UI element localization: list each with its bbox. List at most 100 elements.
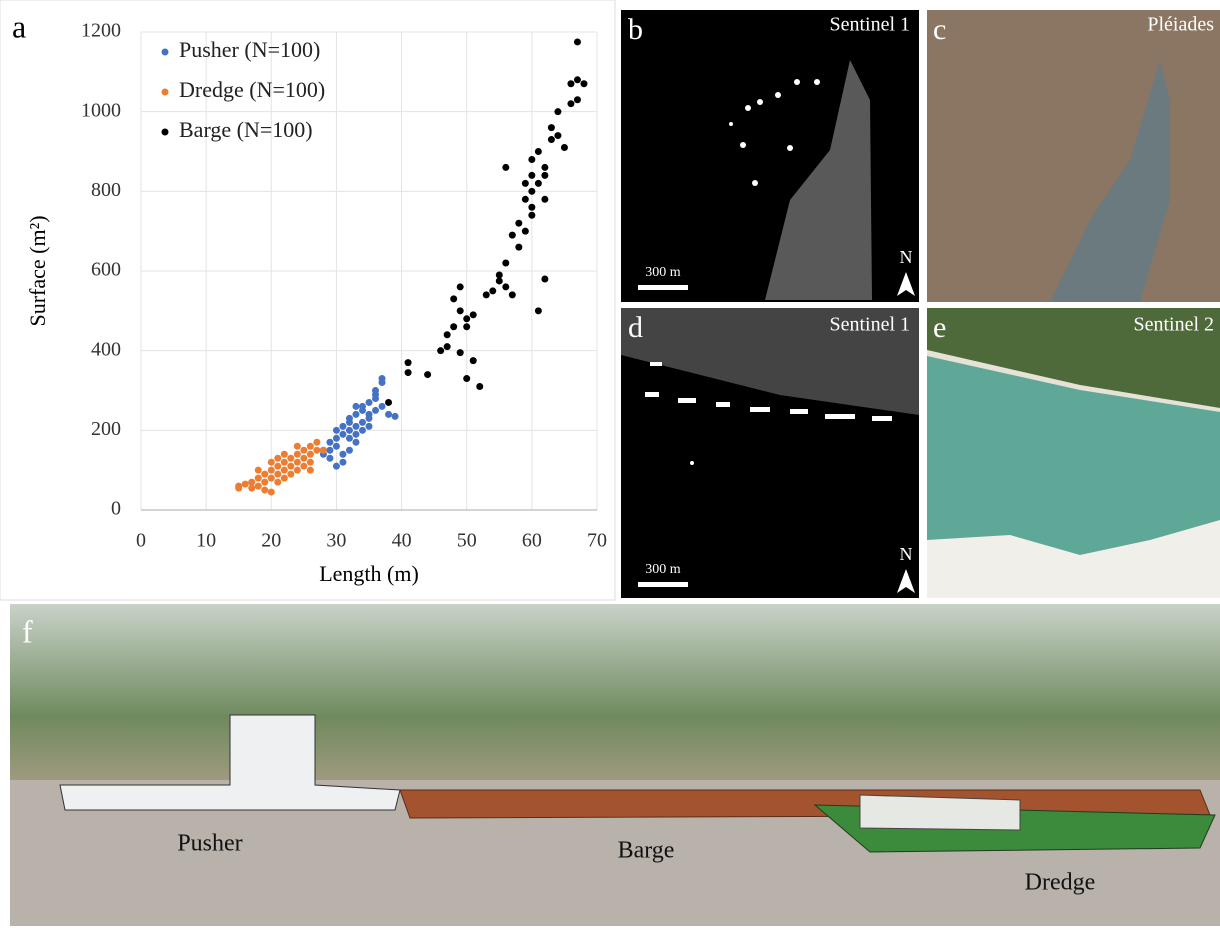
point [261,471,268,478]
point [574,76,581,83]
point [372,407,379,414]
point [320,447,327,454]
point [528,172,535,179]
point [574,38,581,45]
point [294,451,301,458]
point [339,431,346,438]
point [268,467,275,474]
point [326,455,333,462]
point [405,369,412,376]
point [574,96,581,103]
y-tick-label: 1200 [81,20,121,42]
figure: a 010203040506070020040060080010001200Pu… [0,0,1220,926]
point [522,196,529,203]
point [366,415,373,422]
point [502,283,509,290]
point [444,331,451,338]
y-tick-label: 800 [91,179,121,201]
point [359,403,366,410]
point [509,291,516,298]
panel-label: d [628,311,643,344]
point [346,415,353,422]
point [567,80,574,87]
scale-label: 300 m [645,265,681,280]
photo-label: Dredge [1025,870,1096,896]
legend-marker [162,89,169,96]
point [359,427,366,434]
point [502,164,509,171]
point [281,467,288,474]
y-tick-label: 400 [91,338,121,360]
north-label: N [900,247,913,267]
point [300,463,307,470]
point [541,172,548,179]
point [450,323,457,330]
point [522,228,529,235]
x-axis-label: Length (m) [319,561,419,586]
point [274,471,281,478]
point [463,323,470,330]
point [522,180,529,187]
point [300,455,307,462]
point [261,479,268,486]
panel-label: e [933,311,946,344]
y-tick-label: 200 [91,418,121,440]
point [287,455,294,462]
point [300,447,307,454]
point [405,359,412,366]
point [307,443,314,450]
point [248,485,255,492]
point [463,315,470,322]
point [359,419,366,426]
point [346,447,353,454]
point [379,375,386,382]
point [268,459,275,466]
point [567,100,574,107]
point [281,475,288,482]
scale-bar [638,582,688,587]
point [541,196,548,203]
point [255,483,262,490]
point [268,475,275,482]
scale-bar [638,285,688,290]
point [457,283,464,290]
point [333,435,340,442]
legend-label: Pusher (N=100) [179,37,320,62]
point [528,204,535,211]
point [326,447,333,454]
point [339,451,346,458]
point [339,423,346,430]
point [502,260,509,267]
point [313,439,320,446]
point [268,489,275,496]
point [307,467,314,474]
point [287,463,294,470]
point [535,307,542,314]
point [548,124,555,131]
x-tick-label: 60 [522,530,542,552]
point [346,427,353,434]
legend-marker [162,129,169,136]
source-label: Sentinel 1 [829,14,910,36]
point [450,295,457,302]
point [392,413,399,420]
point [352,439,359,446]
legend-marker [162,49,169,56]
x-tick-label: 40 [392,530,412,552]
point [313,447,320,454]
photo-label: Barge [618,838,675,864]
point [554,132,561,139]
panel-label: f [22,613,33,649]
point [274,463,281,470]
point [333,463,340,470]
sar-image [621,10,919,302]
x-tick-label: 30 [326,530,346,552]
point [307,459,314,466]
point [463,375,470,382]
point [281,451,288,458]
point [294,443,301,450]
point [281,459,288,466]
point [379,403,386,410]
x-tick-label: 70 [587,530,607,552]
point [535,148,542,155]
